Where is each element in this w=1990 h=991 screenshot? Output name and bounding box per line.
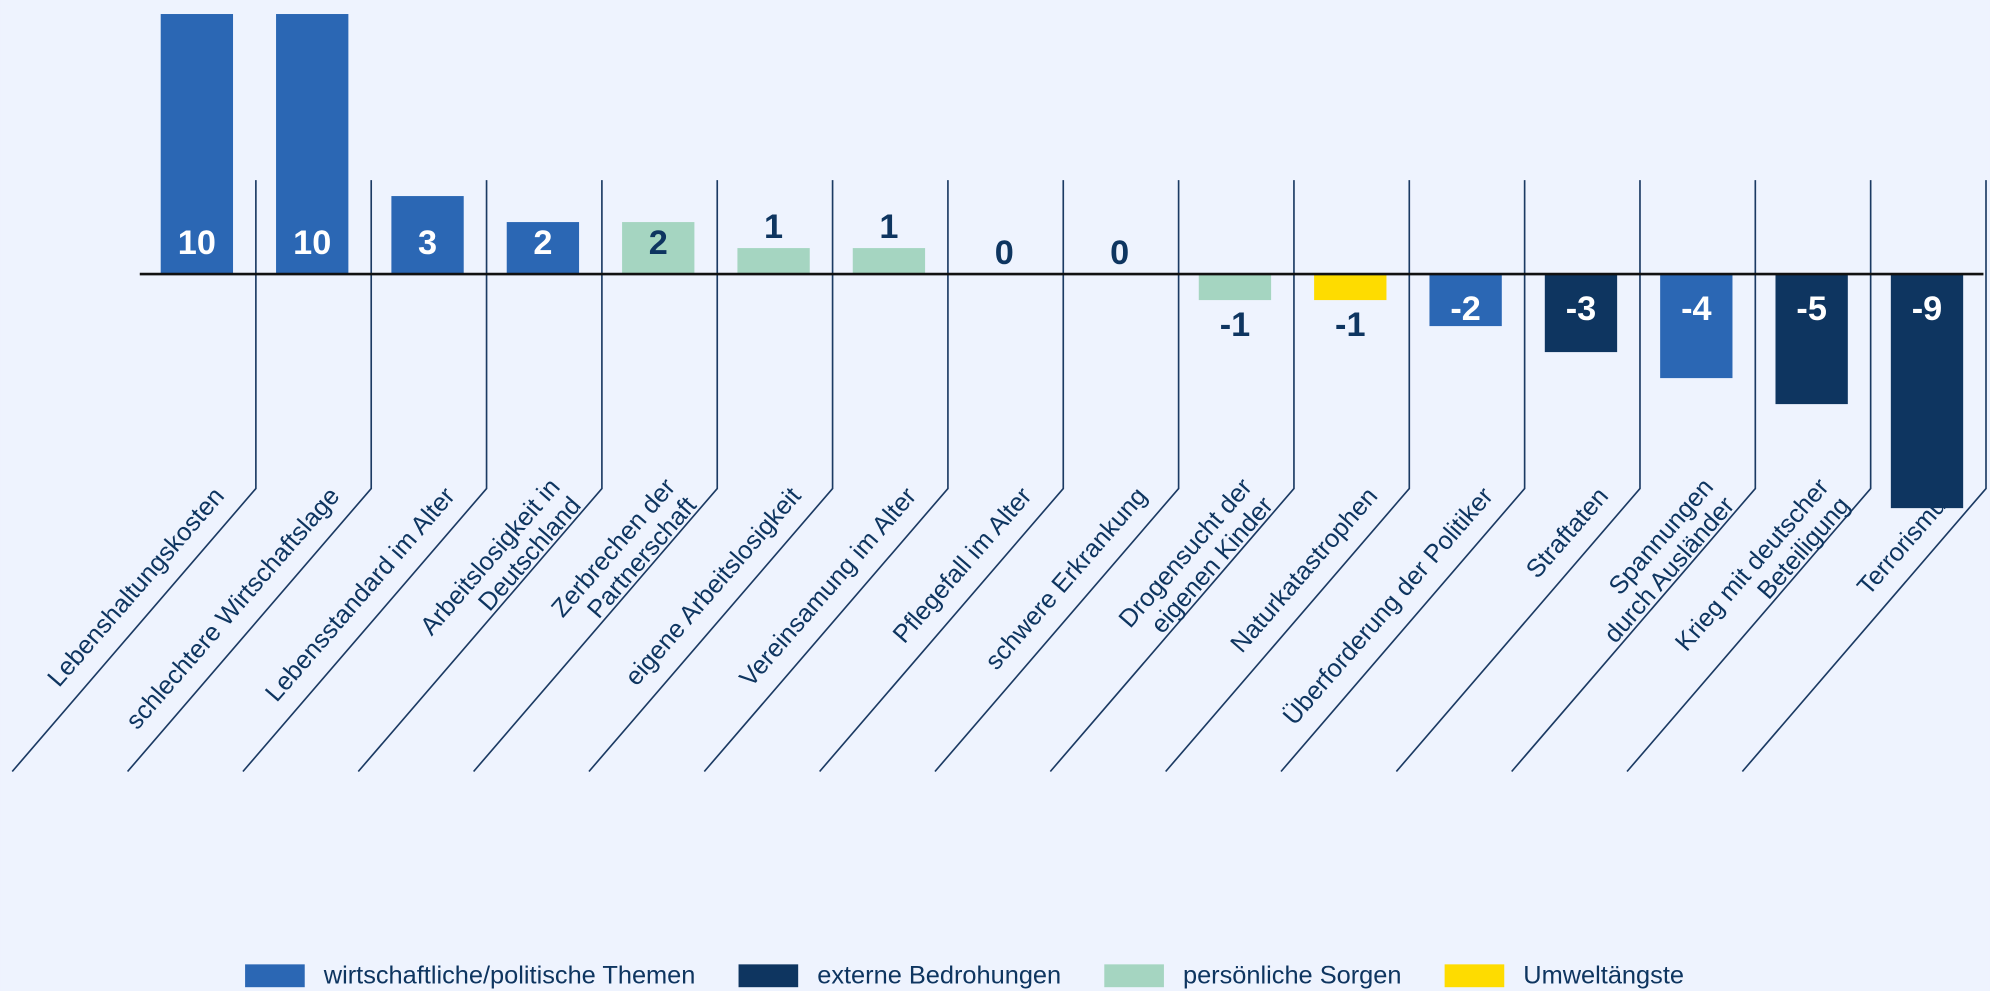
bar: [1660, 274, 1733, 379]
category-divider: [819, 180, 1065, 773]
category-divider: [1165, 180, 1411, 773]
legend-label: Umweltängste: [1523, 962, 1684, 990]
category-divider: [126, 180, 373, 773]
category-divider: [588, 180, 834, 773]
bar: [506, 222, 580, 275]
bar: [1890, 274, 1964, 509]
category-divider: [1741, 180, 1987, 773]
bar: [160, 14, 234, 275]
category-divider: [1395, 180, 1641, 773]
category-divider: [357, 180, 603, 773]
bar: [276, 14, 349, 275]
bar: [1429, 274, 1502, 327]
bar: [622, 222, 695, 275]
value-label: 0: [995, 234, 1014, 272]
bar: [1198, 274, 1272, 301]
category-divider: [1626, 180, 1872, 773]
bar: [1544, 274, 1618, 353]
value-label: 2: [649, 224, 668, 262]
legend-label: persönliche Sorgen: [1183, 962, 1402, 990]
bar: [737, 248, 810, 275]
value-label: 3: [418, 224, 437, 262]
category-divider: [1049, 180, 1295, 773]
legend-swatch: [1444, 964, 1505, 988]
value-label: -4: [1681, 290, 1711, 328]
value-label: -9: [1912, 290, 1942, 328]
category-divider: [1511, 180, 1757, 773]
value-label: -3: [1566, 290, 1596, 328]
value-label: 10: [178, 224, 216, 262]
bar: [391, 196, 464, 275]
bar: [1314, 274, 1387, 301]
value-label: 1: [879, 208, 898, 246]
category-divider: [1280, 180, 1526, 773]
value-label: -2: [1450, 290, 1480, 328]
value-label: 0: [1110, 234, 1129, 272]
bar: [852, 248, 926, 275]
category-divider: [703, 180, 949, 773]
category-divider: [11, 180, 257, 773]
category-divider: [934, 180, 1180, 773]
value-label: -5: [1796, 290, 1826, 328]
category-divider: [472, 180, 719, 773]
legend-swatch: [245, 964, 305, 988]
bar: [1775, 274, 1848, 405]
legend-swatch: [738, 964, 799, 988]
legend-label: wirtschaftliche/politische Themen: [323, 962, 696, 990]
category-divider: [242, 180, 488, 773]
legend-swatch: [1104, 964, 1164, 988]
value-label: -1: [1220, 306, 1250, 344]
value-label: 1: [764, 208, 783, 246]
legend-label: externe Bedrohungen: [817, 962, 1061, 990]
value-label: 2: [533, 224, 552, 262]
value-label: -1: [1335, 306, 1365, 344]
value-label: 10: [293, 224, 331, 262]
